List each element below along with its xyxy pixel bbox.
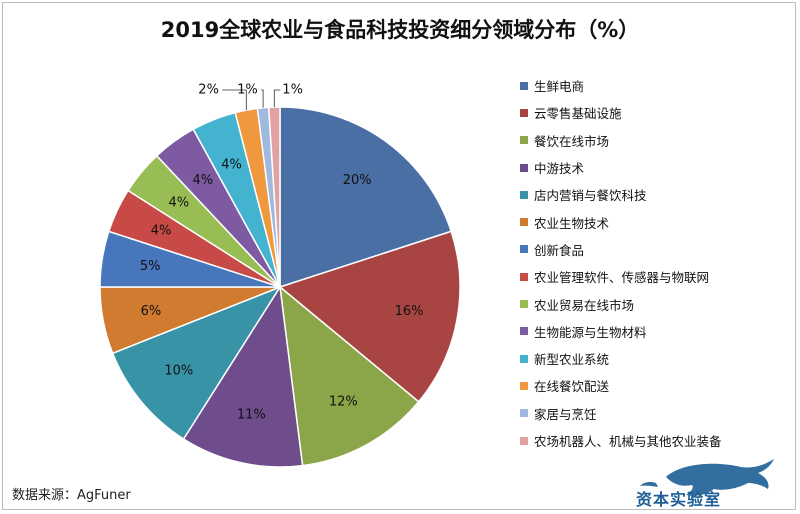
legend-item-11: 在线餐饮配送 xyxy=(520,372,790,399)
legend-label-12: 家居与烹饪 xyxy=(534,406,597,422)
legend-swatch-8 xyxy=(520,300,528,309)
legend-swatch-1 xyxy=(520,108,528,117)
legend-item-8: 农业贸易在线市场 xyxy=(520,290,790,317)
legend-item-12: 家居与烹饪 xyxy=(520,400,790,427)
legend-label-5: 农业生物技术 xyxy=(534,215,610,231)
legend-label-4: 店内营销与餐饮科技 xyxy=(534,188,647,204)
chart-title: 2019全球农业与食品科技投资细分领域分布（%） xyxy=(160,18,640,42)
legend-label-6: 创新食品 xyxy=(534,242,585,258)
legend-swatch-12 xyxy=(520,409,528,418)
legend-label-0: 生鲜电商 xyxy=(534,79,585,95)
legend-item-10: 新型农业系统 xyxy=(520,345,790,372)
slice-label-6: 5% xyxy=(140,259,161,274)
legend-item-4: 店内营销与餐饮科技 xyxy=(520,181,790,208)
slice-label-5: 6% xyxy=(141,304,162,319)
legend: 生鲜电商云零售基础设施 餐饮在线市场 中游技术店内营销与餐饮科技 农业生物技术 创新食品… xyxy=(520,72,790,454)
slice-label-12: 1% xyxy=(237,83,258,98)
slice-label-1: 16% xyxy=(395,304,424,319)
legend-item-7: 农业管理软件、传感器与物联网 xyxy=(520,263,790,290)
legend-label-1: 云零售基础设施 xyxy=(534,106,622,122)
slice-label-3: 11% xyxy=(237,408,266,423)
pie-slice-3 xyxy=(182,284,304,468)
slice-label-11: 2% xyxy=(198,83,219,98)
legend-swatch-10 xyxy=(520,354,528,363)
slice-label-2: 12% xyxy=(329,395,358,410)
legend-swatch-7 xyxy=(520,272,528,281)
legend-swatch-11 xyxy=(520,381,528,390)
pie-chart: 20%16%12%11%10%6%5%4%4%4%4%2% 1% 1% xyxy=(99,83,461,468)
leader-line-12 xyxy=(261,89,264,108)
legend-item-1: 云零售基础设施 xyxy=(520,99,790,126)
leader-line-13 xyxy=(273,89,281,108)
legend-label-11: 在线餐饮配送 xyxy=(534,379,610,395)
legend-item-2: 餐饮在线市场 xyxy=(520,127,790,154)
legend-label-3: 中游技术 xyxy=(534,161,585,177)
legend-item-13: 农场机器人、机械与其他农业装备 xyxy=(520,427,790,454)
legend-swatch-9 xyxy=(520,327,528,336)
pie-slice-2 xyxy=(279,285,420,467)
pie-slice-1 xyxy=(278,230,461,403)
slice-label-7: 4% xyxy=(151,224,172,239)
legend-item-5: 农业生物技术 xyxy=(520,208,790,235)
watermark-text: 资本实验室 xyxy=(636,490,722,509)
legend-swatch-2 xyxy=(520,136,528,145)
pie-slice-0 xyxy=(279,106,453,289)
legend-label-9: 生物能源与生物材料 xyxy=(534,324,647,340)
legend-swatch-6 xyxy=(520,245,528,254)
legend-swatch-5 xyxy=(520,218,528,227)
slice-label-9: 4% xyxy=(192,173,213,188)
slice-label-13: 1% xyxy=(282,83,303,98)
slice-label-8: 4% xyxy=(168,196,189,211)
legend-item-3: 中游技术 xyxy=(520,154,790,181)
legend-item-9: 生物能源与生物材料 xyxy=(520,318,790,345)
legend-item-6: 创新食品 xyxy=(520,236,790,263)
legend-label-2: 餐饮在线市场 xyxy=(534,133,610,149)
slice-label-10: 4% xyxy=(221,157,242,172)
panther-logo-icon xyxy=(640,459,774,496)
legend-swatch-0 xyxy=(520,81,528,90)
legend-item-0: 生鲜电商 xyxy=(520,72,790,99)
data-source: 数据来源：AgFuner xyxy=(12,488,131,503)
legend-swatch-3 xyxy=(520,163,528,172)
slice-label-0: 20% xyxy=(343,173,372,188)
legend-label-8: 农业贸易在线市场 xyxy=(534,297,635,313)
legend-swatch-13 xyxy=(520,436,528,445)
legend-swatch-4 xyxy=(520,190,528,199)
legend-label-7: 农业管理软件、传感器与物联网 xyxy=(534,270,710,286)
leader-line-11 xyxy=(222,89,247,111)
legend-label-10: 新型农业系统 xyxy=(534,352,610,368)
slice-label-4: 10% xyxy=(164,363,193,378)
pie-slice-4 xyxy=(111,285,282,441)
legend-label-13: 农场机器人、机械与其他农业装备 xyxy=(534,434,722,449)
